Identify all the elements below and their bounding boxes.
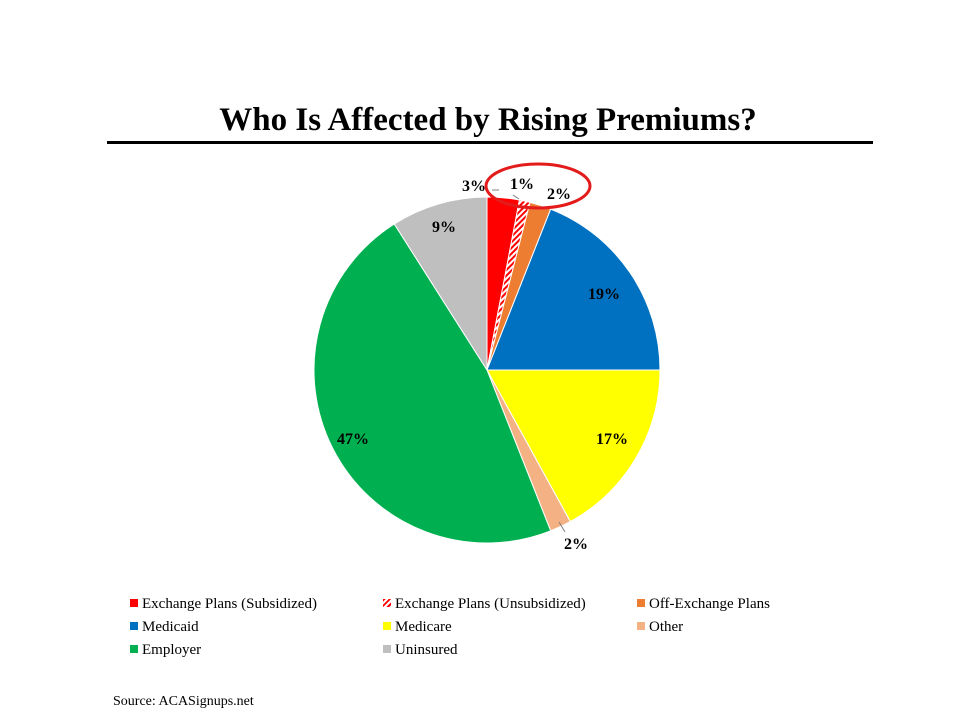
pie-slice-employer bbox=[313, 223, 552, 544]
legend-item-uninsured: Uninsured bbox=[383, 641, 458, 659]
pie-slice-medicaid bbox=[486, 208, 661, 371]
legend-item-medicare: Medicare bbox=[383, 618, 452, 636]
legend-swatch-uninsured bbox=[383, 645, 391, 653]
legend-swatch-exchange-subsidized bbox=[130, 599, 138, 607]
legend-swatch-other bbox=[637, 622, 645, 630]
legend-item-exchange-subsidized: Exchange Plans (Subsidized) bbox=[130, 595, 317, 613]
leader-line-1pct bbox=[512, 194, 520, 200]
highlight-circle bbox=[484, 162, 592, 210]
legend-swatch-employer bbox=[130, 645, 138, 653]
legend-label: Off-Exchange Plans bbox=[649, 596, 770, 612]
data-label-off-exchange: 2% bbox=[547, 186, 571, 203]
data-label-exchange-unsubsidized: 1% bbox=[510, 176, 534, 193]
legend-item-employer: Employer bbox=[130, 641, 201, 659]
legend-swatch-medicaid bbox=[130, 622, 138, 630]
legend-swatch-medicare bbox=[383, 622, 391, 630]
legend-item-medicaid: Medicaid bbox=[130, 618, 199, 636]
legend-label: Uninsured bbox=[395, 642, 458, 658]
legend-item-exchange-unsubsidized: Exchange Plans (Unsubsidized) bbox=[383, 595, 586, 613]
legend-label: Exchange Plans (Subsidized) bbox=[142, 596, 317, 612]
pie-slice-medicare bbox=[486, 369, 661, 523]
data-label-exchange-subsidized: 3% bbox=[462, 178, 486, 195]
legend-swatch-off-exchange bbox=[637, 599, 645, 607]
data-label-other: 2% bbox=[564, 536, 588, 553]
leader-line-2pct-other bbox=[558, 521, 566, 533]
data-label-uninsured: 9% bbox=[432, 219, 456, 236]
chart-title: Who Is Affected by Rising Premiums? bbox=[219, 102, 757, 138]
data-label-medicare: 17% bbox=[596, 431, 628, 448]
title-underline bbox=[107, 141, 873, 144]
data-label-medicaid: 19% bbox=[588, 286, 620, 303]
data-label-employer: 47% bbox=[337, 431, 369, 448]
legend-item-off-exchange: Off-Exchange Plans bbox=[637, 595, 770, 613]
legend-item-other: Other bbox=[637, 618, 683, 636]
legend-label: Exchange Plans (Unsubsidized) bbox=[395, 596, 586, 612]
legend-swatch-exchange-unsubsidized bbox=[383, 599, 391, 607]
legend-label: Medicaid bbox=[142, 619, 199, 635]
legend-label: Employer bbox=[142, 642, 202, 658]
pie-slice-uninsured bbox=[393, 196, 488, 372]
source-note: Source: ACASignups.net bbox=[113, 694, 254, 709]
legend-label: Medicare bbox=[395, 619, 452, 635]
legend-label: Other bbox=[649, 619, 684, 635]
